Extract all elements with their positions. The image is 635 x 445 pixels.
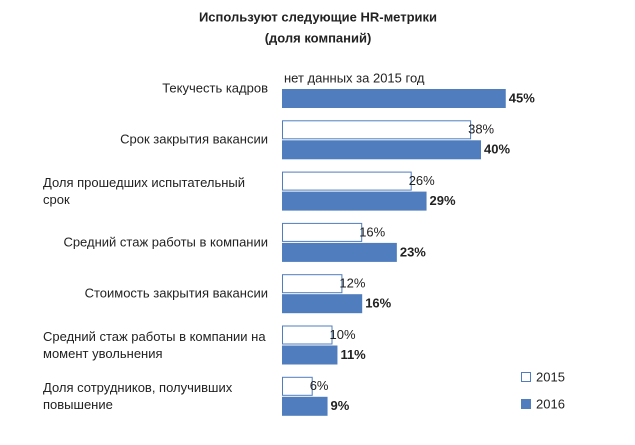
value-label: 40% <box>484 142 510 157</box>
bar <box>282 274 343 294</box>
value-label: 29% <box>430 193 456 208</box>
legend-swatch <box>521 399 531 409</box>
bar <box>282 242 397 262</box>
bar <box>282 89 506 108</box>
value-label: 6% <box>310 378 329 393</box>
bar <box>282 222 363 242</box>
annotation: нет данных за 2015 год <box>284 70 425 85</box>
bar <box>282 325 333 345</box>
value-label: 11% <box>340 347 366 362</box>
category-label: Доля прошедших испытательный срок <box>43 174 246 207</box>
bar <box>282 120 472 140</box>
bar <box>282 171 412 191</box>
bar <box>282 140 481 160</box>
bar <box>282 191 427 211</box>
value-label: 9% <box>331 398 350 413</box>
value-label: 26% <box>409 173 435 188</box>
bar <box>282 376 313 396</box>
chart-title: Используют следующие HR-метрики <box>199 9 437 24</box>
value-label: 12% <box>339 276 365 291</box>
category-label: Доля сотрудников, получивших повышение <box>43 379 233 412</box>
value-label: 16% <box>365 296 391 311</box>
category-label: Средний стаж работы в компании на момент… <box>43 328 266 361</box>
bar <box>282 345 338 365</box>
value-label: 45% <box>509 90 535 105</box>
chart-subtitle: (доля компаний) <box>265 30 372 45</box>
value-label: 38% <box>468 122 494 137</box>
legend-label: 2015 <box>536 369 565 384</box>
legend-swatch <box>521 372 531 382</box>
category-label: Средний стаж работы в компании <box>63 234 268 250</box>
category-label: Срок закрытия вакансии <box>120 131 268 147</box>
value-label: 16% <box>359 224 385 239</box>
legend-label: 2016 <box>536 396 565 411</box>
category-label: Стоимость закрытия вакансии <box>84 285 268 301</box>
bar <box>282 294 363 314</box>
bar <box>282 396 328 416</box>
category-label: Текучесть кадров <box>162 80 268 96</box>
value-label: 10% <box>330 327 356 342</box>
value-label: 23% <box>400 244 426 259</box>
